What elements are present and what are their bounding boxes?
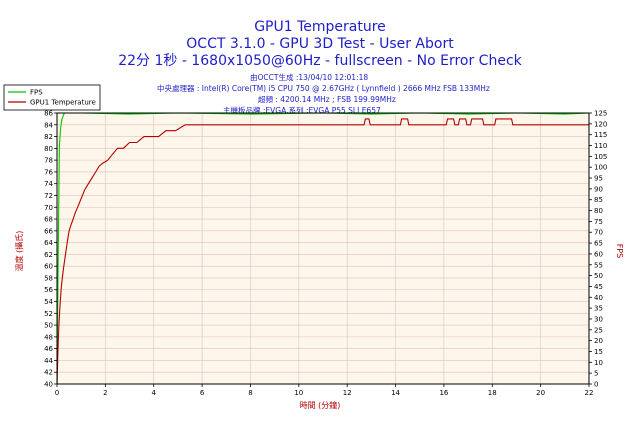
y-left-tick-label: 64: [44, 239, 53, 247]
legend-label-fps: FPS: [30, 89, 43, 97]
y-right-tick-label: 20: [594, 337, 603, 345]
plot-frame: [56, 112, 590, 385]
y-right-tick-label: 55: [594, 261, 603, 269]
y-left-tick-label: 70: [44, 204, 53, 212]
y-right-tick-label: 90: [594, 185, 603, 193]
y-left-tick-label: 84: [44, 121, 53, 129]
y-right-tick-label: 85: [594, 196, 603, 204]
y-right-tick-label: 65: [594, 240, 603, 248]
y-right-tick-label: 35: [594, 305, 603, 313]
y-left-tick-label: 78: [44, 157, 53, 165]
y-right-tick-label: 15: [594, 348, 603, 356]
y-left-tick-label: 66: [44, 227, 53, 235]
x-tick-label: 18: [488, 389, 497, 397]
x-tick-label: 6: [200, 389, 205, 397]
y-left-tick-label: 42: [44, 369, 53, 377]
y-right-tick-label: 100: [594, 164, 607, 172]
left-axis-ticks: 40 42 44 46 48 50 52 54 56 58 60 62 64 66 68 70 72 74 76 78…: [44, 110, 57, 389]
y-right-tick-label: 0: [594, 381, 598, 389]
y-right-tick-label: 45: [594, 283, 603, 291]
y-left-tick-label: 40: [44, 381, 53, 389]
y-right-tick-label: 5: [594, 370, 598, 378]
y-left-tick-label: 74: [44, 180, 53, 188]
y-right-tick-label: 50: [594, 272, 603, 280]
y-right-tick-label: 70: [594, 229, 603, 237]
y-right-tick-label: 80: [594, 207, 603, 215]
x-tick-label: 14: [391, 389, 400, 397]
x-tick-label: 20: [536, 389, 545, 397]
y-right-tick-label: 115: [594, 131, 607, 139]
y-left-tick-label: 46: [44, 345, 53, 353]
y-right-tick-label: 95: [594, 175, 603, 183]
info-line-generated: 由OCCT生成 :13/04/10 12:01:18: [250, 72, 368, 82]
y-left-tick-label: 58: [44, 274, 53, 282]
y-axis-left-label: 溫度 (攝氏): [14, 231, 24, 272]
chart-subtitle-2: 22分 1秒 - 1680x1050@60Hz - fullscreen - N…: [118, 53, 522, 69]
chart-subtitle-1: OCCT 3.1.0 - GPU 3D Test - User Abort: [186, 36, 454, 52]
y-right-tick-label: 40: [594, 294, 603, 302]
y-left-tick-label: 68: [44, 216, 53, 224]
y-left-tick-label: 82: [44, 133, 53, 141]
x-tick-label: 22: [585, 389, 594, 397]
y-axis-right-label: FPS: [615, 244, 624, 259]
y-right-tick-label: 10: [594, 359, 603, 367]
legend-box: [3, 84, 101, 111]
y-left-tick-label: 62: [44, 251, 53, 259]
x-tick-label: 0: [55, 389, 59, 397]
y-left-tick-label: 80: [44, 145, 53, 153]
x-tick-label: 16: [439, 389, 448, 397]
x-axis-ticks: 0 2 4 6 8 10 12 14 16 18 20 22: [55, 384, 594, 397]
y-left-tick-label: 50: [44, 322, 53, 330]
y-left-tick-label: 44: [44, 357, 53, 365]
right-axis-ticks: 0 5 10 15 20 25 30 35 40 45 50 55 60 65 70 75 80 85 90 95 10…: [589, 110, 607, 389]
y-right-tick-label: 75: [594, 218, 603, 226]
x-tick-label: 12: [343, 389, 352, 397]
y-left-tick-label: 60: [44, 263, 53, 271]
y-left-tick-label: 56: [44, 286, 53, 294]
y-right-tick-label: 110: [594, 142, 607, 150]
y-right-tick-label: 125: [594, 110, 607, 118]
y-left-tick-label: 54: [44, 298, 53, 306]
y-right-tick-label: 60: [594, 250, 603, 258]
x-tick-label: 4: [151, 389, 156, 397]
y-right-tick-label: 25: [594, 326, 603, 334]
plot-area: [57, 113, 589, 384]
info-line-cpu: 中央處理器 : Intel(R) Core(TM) i5 CPU 750 @ 2…: [157, 83, 490, 93]
legend-label-temperature: GPU1 Temperature: [30, 99, 96, 107]
y-left-tick-label: 86: [44, 110, 53, 118]
legend: FPS GPU1 Temperature: [3, 84, 101, 111]
y-left-tick-label: 48: [44, 333, 53, 341]
chart-title: GPU1 Temperature: [254, 19, 386, 35]
y-right-tick-label: 120: [594, 120, 607, 128]
y-left-tick-label: 72: [44, 192, 53, 200]
series-line-temperature: [56, 118, 589, 385]
y-left-tick-label: 52: [44, 310, 53, 318]
y-left-tick-label: 76: [44, 168, 53, 176]
info-line-overclock: 超頻 : 4200.14 MHz ; FSB 199.99MHz: [258, 94, 396, 104]
y-right-tick-label: 30: [594, 315, 603, 323]
x-axis-label: 時間 (分鐘): [300, 400, 341, 410]
x-tick-label: 2: [103, 389, 107, 397]
y-right-tick-label: 105: [594, 153, 607, 161]
info-line-motherboard: 主機板品牌 :EVGA,系列 :EVGA P55 SLI E657: [223, 105, 381, 115]
x-tick-label: 8: [248, 389, 252, 397]
x-tick-label: 10: [294, 389, 303, 397]
